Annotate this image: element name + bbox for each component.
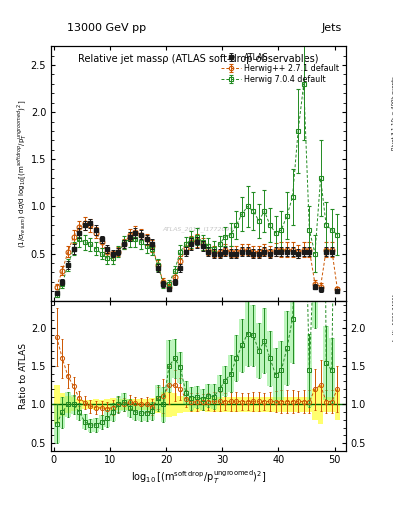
X-axis label: $\log_{10}$[(m$^{\rm soft\,drop}$/p$_T^{\rm ungroomed}$)$^2$]: $\log_{10}$[(m$^{\rm soft\,drop}$/p$_T^{… xyxy=(131,468,266,486)
Text: 13000 GeV pp: 13000 GeV pp xyxy=(66,23,146,33)
Y-axis label: Ratio to ATLAS: Ratio to ATLAS xyxy=(19,343,28,409)
Text: Relative jet massρ (ATLAS soft-drop observables): Relative jet massρ (ATLAS soft-drop obse… xyxy=(78,54,319,63)
Legend: ATLAS, Herwig++ 2.7.1 default, Herwig 7.0.4 default: ATLAS, Herwig++ 2.7.1 default, Herwig 7.… xyxy=(219,50,342,86)
Text: Jets: Jets xyxy=(321,23,342,33)
Y-axis label: (1/$\sigma_{resum}$) d$\sigma$/d log$_{10}$[(m$^{soft drop}$/p$_T^{ungroomed}$)$: (1/$\sigma_{resum}$) d$\sigma$/d log$_{1… xyxy=(16,99,29,247)
Text: ATLAS_2019_I1772099: ATLAS_2019_I1772099 xyxy=(163,227,234,232)
Text: Rivet 3.1.10; ≥ 400k events: Rivet 3.1.10; ≥ 400k events xyxy=(392,76,393,150)
Text: [arXiv:1306.3436]: [arXiv:1306.3436] xyxy=(392,293,393,342)
